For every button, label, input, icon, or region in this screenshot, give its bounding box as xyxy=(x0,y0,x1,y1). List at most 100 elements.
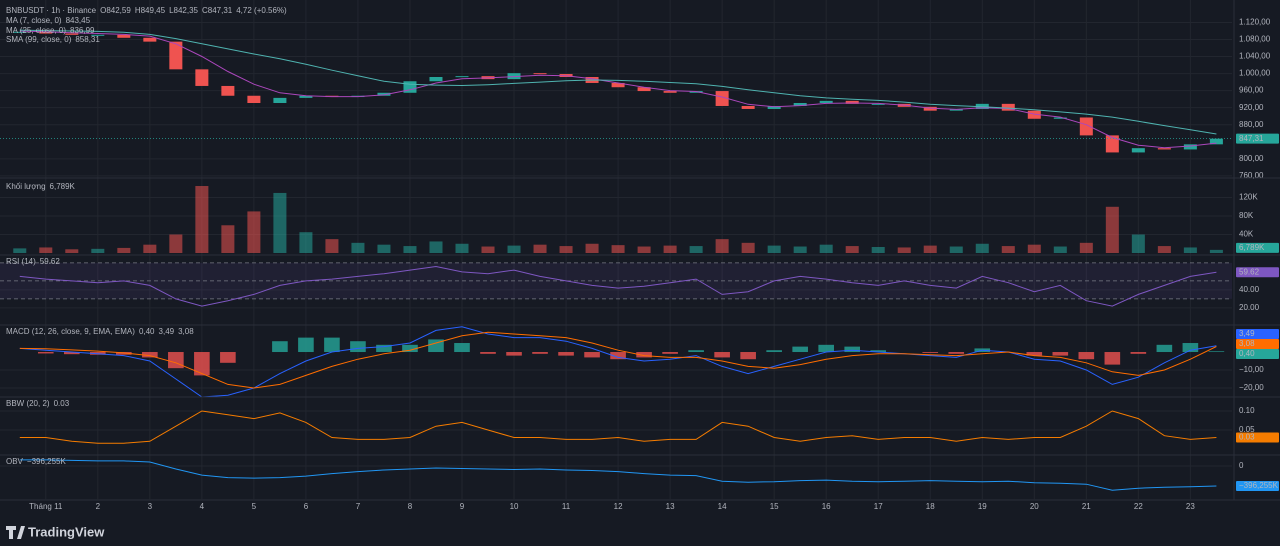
pane-line xyxy=(19,459,1217,491)
indicator-line xyxy=(19,265,1217,307)
volume-bar xyxy=(195,186,209,253)
x-tick-label: Tháng 11 xyxy=(29,502,63,511)
candle xyxy=(533,73,547,75)
macd-histogram-bar xyxy=(688,350,704,353)
macd-histogram-bar xyxy=(610,352,626,360)
volume-bar xyxy=(39,247,53,253)
volume-bar xyxy=(949,246,963,253)
candle xyxy=(663,91,677,93)
volume-bar xyxy=(1105,206,1119,253)
candle xyxy=(1157,148,1171,150)
x-tick-label: 22 xyxy=(1134,502,1143,511)
legend-text: MACD (12, 26, close, 9, EMA, EMA) xyxy=(6,327,135,336)
price-label: 0,40 xyxy=(1239,349,1255,358)
macd-histogram-bar xyxy=(428,339,444,353)
x-tick-label: 6 xyxy=(304,502,309,511)
macd-line xyxy=(19,331,1217,389)
x-tick-label: 5 xyxy=(252,502,257,511)
y-tick-label: 1.000,00 xyxy=(1239,69,1271,78)
macd-histogram-bar xyxy=(1182,343,1199,353)
volume-bar xyxy=(533,244,547,253)
legend-text: 4,72 (+0.56%) xyxy=(236,6,287,15)
price-label-bg xyxy=(1236,242,1279,253)
macd-histogram-bar xyxy=(324,337,340,353)
volume-bar xyxy=(65,249,79,253)
macd-histogram-bar xyxy=(636,352,652,358)
candle xyxy=(455,76,469,78)
price-label: 59.62 xyxy=(1239,267,1260,276)
y-tick-label: 80K xyxy=(1239,211,1254,220)
candle xyxy=(871,103,885,105)
y-tick-label: 800,00 xyxy=(1239,154,1264,163)
candle xyxy=(923,106,937,111)
y-tick-label: 920,00 xyxy=(1239,103,1264,112)
x-tick-label: 17 xyxy=(874,502,883,511)
volume-bar xyxy=(377,244,391,253)
candle xyxy=(403,81,417,93)
macd-histogram-bar xyxy=(1104,352,1121,365)
macd-histogram-bar xyxy=(142,352,158,358)
ma-line xyxy=(19,29,1217,135)
legend-text: MA (25, close, 0) xyxy=(6,26,66,35)
indicator-line xyxy=(19,410,1217,444)
legend-text: 0.03 xyxy=(54,399,70,408)
x-tick-label: 11 xyxy=(562,502,571,511)
macd-histogram-bar xyxy=(454,343,470,353)
volume-bar xyxy=(481,246,495,253)
volume-bar xyxy=(559,246,573,253)
candle xyxy=(247,95,261,103)
volume-bar xyxy=(1001,246,1015,253)
x-tick-label: 19 xyxy=(978,502,987,511)
pane-line xyxy=(19,410,1217,444)
price-label: 3,49 xyxy=(1239,329,1255,338)
y-tick-label: 1.040,00 xyxy=(1239,52,1271,61)
volume-bar xyxy=(1053,246,1067,253)
macd-histogram-bar xyxy=(792,346,808,353)
macd-histogram-bar xyxy=(272,341,288,353)
macd-histogram-bar xyxy=(714,352,730,358)
volume-bar xyxy=(117,247,131,253)
legend-text: 59.62 xyxy=(40,257,61,266)
macd-line xyxy=(19,326,1217,398)
legend-text: 858,31 xyxy=(75,35,100,44)
macd-histogram-bar xyxy=(220,352,236,363)
volume-bar xyxy=(1183,247,1197,253)
macd-histogram-bar xyxy=(532,352,548,354)
candle xyxy=(429,77,443,82)
candle xyxy=(1105,135,1119,153)
price-label: −396,255K xyxy=(1239,481,1279,490)
macd-histogram-bar xyxy=(584,352,600,358)
macd-histogram-bar xyxy=(402,344,418,353)
candle xyxy=(221,85,235,96)
candle xyxy=(273,97,287,103)
macd-histogram-bar xyxy=(766,350,782,353)
volume-bar xyxy=(819,244,833,253)
legend-text: Khối lượng xyxy=(6,182,46,191)
ma-line xyxy=(19,30,1217,149)
candle xyxy=(793,102,807,106)
candle xyxy=(767,105,781,109)
candle xyxy=(299,95,313,98)
price-label-bg xyxy=(1236,133,1279,144)
macd-histogram-bar xyxy=(376,344,392,353)
y-tick-label: −10,00 xyxy=(1239,365,1264,374)
legend-text: 843,45 xyxy=(66,16,91,25)
x-tick-label: 12 xyxy=(614,502,623,511)
macd-histogram-bar xyxy=(1026,352,1043,356)
price-label: 6,789K xyxy=(1239,243,1265,252)
candle xyxy=(1131,148,1145,153)
volume-bar xyxy=(143,244,157,253)
x-tick-label: 23 xyxy=(1186,502,1195,511)
legend-text: 3,49 xyxy=(159,327,175,336)
candle xyxy=(1001,103,1015,111)
pane-macd xyxy=(19,326,1225,398)
candle xyxy=(715,91,729,106)
macd-histogram-bar xyxy=(1078,352,1095,360)
price-label-bg xyxy=(1236,329,1279,339)
volume-bar xyxy=(637,246,651,253)
x-tick-label: 15 xyxy=(770,502,779,511)
y-tick-label: 760,00 xyxy=(1239,171,1264,180)
macd-histogram-bar xyxy=(922,352,939,353)
legend-text: 836,99 xyxy=(70,26,95,35)
